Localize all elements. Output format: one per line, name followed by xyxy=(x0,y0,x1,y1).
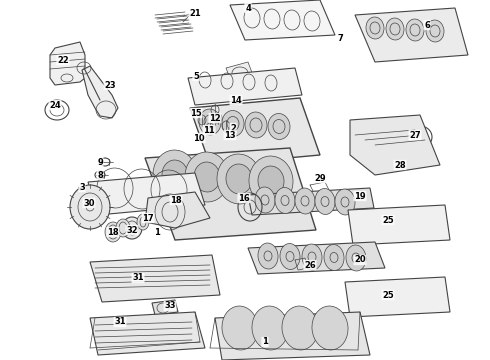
Text: 29: 29 xyxy=(314,174,326,183)
Ellipse shape xyxy=(137,214,149,230)
Ellipse shape xyxy=(122,217,142,239)
Polygon shape xyxy=(145,148,316,240)
Ellipse shape xyxy=(185,152,229,202)
Ellipse shape xyxy=(222,306,258,350)
Ellipse shape xyxy=(268,113,290,139)
Text: 19: 19 xyxy=(354,192,366,201)
Text: 15: 15 xyxy=(190,108,202,117)
Ellipse shape xyxy=(315,189,335,215)
Text: 30: 30 xyxy=(83,198,95,207)
Polygon shape xyxy=(248,188,374,215)
Ellipse shape xyxy=(346,245,366,271)
Text: 4: 4 xyxy=(245,4,251,13)
Text: 10: 10 xyxy=(193,134,205,143)
Ellipse shape xyxy=(222,111,244,136)
Ellipse shape xyxy=(153,150,197,200)
Text: 20: 20 xyxy=(354,256,366,265)
Ellipse shape xyxy=(426,20,444,42)
Text: 28: 28 xyxy=(394,161,406,170)
Text: 13: 13 xyxy=(224,131,236,140)
Ellipse shape xyxy=(162,160,188,190)
Polygon shape xyxy=(226,62,254,84)
Ellipse shape xyxy=(282,306,318,350)
Ellipse shape xyxy=(226,164,252,194)
Polygon shape xyxy=(152,300,178,315)
Ellipse shape xyxy=(116,219,130,237)
Ellipse shape xyxy=(252,306,288,350)
Ellipse shape xyxy=(324,244,344,270)
Ellipse shape xyxy=(258,166,284,196)
Text: 26: 26 xyxy=(304,261,316,270)
Text: 1: 1 xyxy=(262,338,268,346)
Text: 16: 16 xyxy=(238,194,250,202)
Text: 5: 5 xyxy=(193,72,199,81)
Ellipse shape xyxy=(275,188,295,213)
Text: 14: 14 xyxy=(230,95,242,104)
Ellipse shape xyxy=(280,243,300,270)
Text: 31: 31 xyxy=(114,318,126,327)
Text: 7: 7 xyxy=(337,33,343,42)
Polygon shape xyxy=(188,68,302,105)
Ellipse shape xyxy=(255,187,275,213)
Ellipse shape xyxy=(406,19,424,41)
Ellipse shape xyxy=(249,156,293,206)
Text: 24: 24 xyxy=(49,100,61,109)
Text: 2: 2 xyxy=(230,123,236,132)
Ellipse shape xyxy=(312,306,348,350)
Ellipse shape xyxy=(199,109,221,135)
Text: 33: 33 xyxy=(164,302,176,310)
Text: 25: 25 xyxy=(382,216,394,225)
Text: 17: 17 xyxy=(142,213,154,222)
Polygon shape xyxy=(215,312,370,360)
Polygon shape xyxy=(355,8,468,62)
Text: 6: 6 xyxy=(424,21,430,30)
Polygon shape xyxy=(230,0,335,40)
Ellipse shape xyxy=(70,185,110,229)
Text: 18: 18 xyxy=(170,195,182,204)
Text: 21: 21 xyxy=(189,9,201,18)
Polygon shape xyxy=(88,173,205,215)
Text: 27: 27 xyxy=(409,131,421,140)
Polygon shape xyxy=(345,277,450,317)
Ellipse shape xyxy=(386,18,404,40)
Polygon shape xyxy=(190,98,320,165)
Text: 1: 1 xyxy=(154,228,160,237)
Ellipse shape xyxy=(245,112,267,138)
Text: 32: 32 xyxy=(126,225,138,234)
Polygon shape xyxy=(90,255,220,302)
Text: 11: 11 xyxy=(203,126,215,135)
Text: 8: 8 xyxy=(97,171,103,180)
Polygon shape xyxy=(145,192,210,228)
Ellipse shape xyxy=(335,189,355,215)
Text: 31: 31 xyxy=(132,274,144,283)
Ellipse shape xyxy=(194,162,220,192)
Polygon shape xyxy=(90,312,205,355)
Text: 3: 3 xyxy=(79,183,85,192)
Ellipse shape xyxy=(258,243,278,269)
Polygon shape xyxy=(350,115,440,175)
Ellipse shape xyxy=(295,188,315,214)
Text: 9: 9 xyxy=(97,158,103,166)
Text: 22: 22 xyxy=(57,55,69,64)
Text: 12: 12 xyxy=(209,113,221,122)
Polygon shape xyxy=(248,242,385,274)
Ellipse shape xyxy=(302,244,322,270)
Ellipse shape xyxy=(217,154,261,204)
Text: 23: 23 xyxy=(104,81,116,90)
Polygon shape xyxy=(348,205,450,245)
Text: 18: 18 xyxy=(107,228,119,237)
Ellipse shape xyxy=(105,222,121,242)
Polygon shape xyxy=(50,42,85,85)
Text: 25: 25 xyxy=(382,291,394,300)
Ellipse shape xyxy=(366,17,384,39)
Polygon shape xyxy=(82,66,118,118)
